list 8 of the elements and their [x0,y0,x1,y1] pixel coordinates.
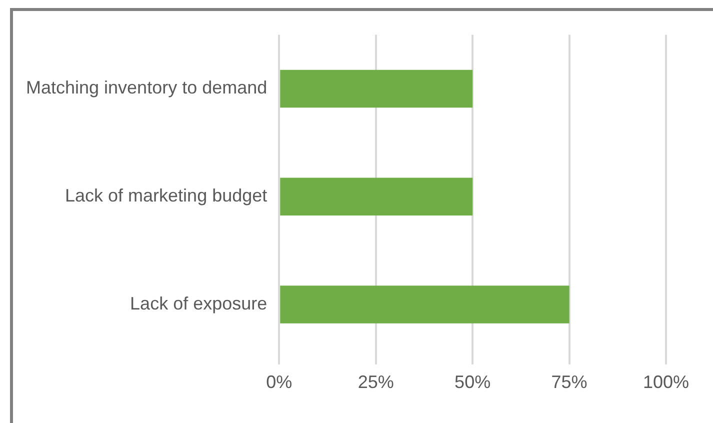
x-tick-label: 75% [551,372,588,392]
x-tick-label: 0% [266,372,292,392]
y-tick-label: Lack of marketing budget [65,186,268,206]
y-tick-label: Lack of exposure [130,293,268,314]
x-tick-label: 25% [358,372,394,392]
x-tick-label: 100% [642,372,690,392]
x-tick-label: 50% [454,372,491,392]
y-tick-label: Matching inventory to demand [26,78,268,98]
